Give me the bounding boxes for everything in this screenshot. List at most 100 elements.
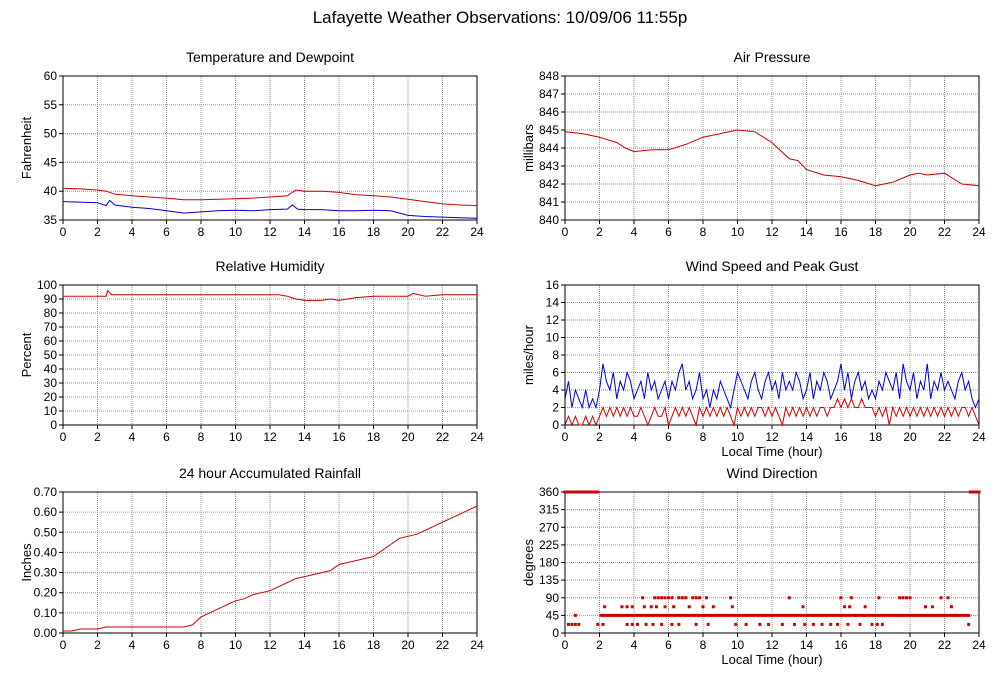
data-point bbox=[875, 622, 879, 626]
x-tick-label: 0 bbox=[60, 225, 67, 239]
data-point bbox=[901, 596, 905, 600]
y-tick-label: 4 bbox=[552, 383, 559, 397]
series-line-temp-0 bbox=[62, 187, 478, 207]
x-tick-label: 4 bbox=[631, 638, 638, 652]
y-tick-label: 20 bbox=[44, 390, 58, 404]
data-point bbox=[573, 622, 577, 626]
data-point bbox=[968, 490, 972, 494]
x-tick-label: 24 bbox=[972, 225, 986, 239]
y-tick-label: 10 bbox=[44, 404, 58, 418]
x-tick-label: 0 bbox=[562, 638, 569, 652]
x-tick-label: 10 bbox=[229, 638, 243, 652]
y-tick-label: 0.00 bbox=[34, 626, 58, 640]
x-tick-label: 16 bbox=[834, 430, 848, 444]
x-tick-label: 8 bbox=[700, 225, 707, 239]
x-tick-label: 2 bbox=[94, 430, 101, 444]
x-tick-label: 20 bbox=[401, 638, 415, 652]
x-tick-label: 14 bbox=[298, 430, 312, 444]
data-point bbox=[582, 490, 586, 494]
data-point bbox=[584, 490, 588, 494]
y-tick-label: 35 bbox=[44, 213, 58, 227]
x-tick-label: 0 bbox=[60, 430, 67, 444]
series-line-wind-1 bbox=[564, 397, 980, 427]
chart-temp: 0 2 4 6 8 10 12 14 16 18 20 22 24354045505560Tempera… bbox=[19, 49, 484, 239]
x-tick-label: 12 bbox=[765, 638, 779, 652]
data-point bbox=[711, 605, 715, 609]
x-tick-label: 8 bbox=[700, 638, 707, 652]
data-point bbox=[572, 490, 576, 494]
x-tick-label: 20 bbox=[903, 638, 917, 652]
x-tick-label: 22 bbox=[938, 638, 952, 652]
x-tick-label: 10 bbox=[229, 225, 243, 239]
data-point bbox=[594, 490, 598, 494]
x-tick-label: 14 bbox=[800, 430, 814, 444]
x-tick-label: 6 bbox=[163, 638, 170, 652]
y-tick-label: 90 bbox=[44, 292, 58, 306]
data-point bbox=[563, 490, 567, 494]
series-line-temp-1 bbox=[62, 199, 478, 219]
data-point bbox=[642, 605, 646, 609]
x-tick-label: 10 bbox=[731, 225, 745, 239]
x-tick-label: 20 bbox=[903, 430, 917, 444]
x-tick-label: 2 bbox=[94, 638, 101, 652]
data-point bbox=[589, 490, 593, 494]
data-point bbox=[877, 596, 881, 600]
x-tick-label: 18 bbox=[869, 638, 883, 652]
data-point bbox=[667, 596, 670, 600]
x-tick-label: 4 bbox=[129, 430, 136, 444]
data-point bbox=[565, 490, 569, 494]
data-point bbox=[767, 622, 771, 626]
x-tick-label: 2 bbox=[596, 225, 603, 239]
y-tick-label: 100 bbox=[37, 278, 57, 292]
data-point bbox=[660, 622, 664, 626]
data-point bbox=[573, 490, 577, 494]
x-tick-label: 2 bbox=[94, 225, 101, 239]
x-tick-label: 18 bbox=[367, 638, 381, 652]
data-point bbox=[972, 490, 976, 494]
data-point bbox=[644, 622, 648, 626]
data-point bbox=[653, 596, 657, 600]
x-tick-label: 0 bbox=[60, 638, 67, 652]
y-tick-label: 10 bbox=[546, 331, 560, 345]
y-tick-label: 844 bbox=[539, 141, 559, 155]
y-tick-label: 225 bbox=[539, 538, 559, 552]
x-tick-label: 12 bbox=[263, 225, 277, 239]
y-tick-label: 315 bbox=[539, 503, 559, 517]
x-tick-label: 4 bbox=[129, 225, 136, 239]
y-axis-label: millibars bbox=[521, 124, 536, 172]
data-point bbox=[573, 613, 577, 617]
x-tick-label: 22 bbox=[436, 430, 450, 444]
x-tick-label: 10 bbox=[731, 638, 745, 652]
y-tick-label: 842 bbox=[539, 177, 559, 191]
data-point bbox=[811, 622, 815, 626]
x-tick-label: 24 bbox=[470, 430, 484, 444]
x-tick-label: 22 bbox=[436, 638, 450, 652]
x-tick-label: 12 bbox=[263, 430, 277, 444]
data-point bbox=[839, 596, 843, 600]
y-tick-label: 16 bbox=[546, 278, 560, 292]
x-tick-label: 6 bbox=[163, 430, 170, 444]
x-tick-label: 14 bbox=[298, 638, 312, 652]
data-point bbox=[863, 605, 867, 609]
x-tick-label: 16 bbox=[332, 430, 346, 444]
x-tick-label: 4 bbox=[631, 225, 638, 239]
chart-title: Air Pressure bbox=[733, 49, 810, 65]
data-point bbox=[974, 490, 978, 494]
data-point bbox=[698, 596, 702, 600]
y-tick-label: 45 bbox=[44, 155, 58, 169]
y-tick-label: 0 bbox=[552, 626, 559, 640]
data-point bbox=[939, 596, 943, 600]
x-tick-label: 24 bbox=[470, 638, 484, 652]
x-tick-label: 16 bbox=[332, 638, 346, 652]
data-point bbox=[701, 605, 705, 609]
data-point bbox=[596, 490, 600, 494]
y-tick-label: 848 bbox=[539, 69, 559, 83]
y-axis-label: Fahrenheit bbox=[19, 117, 34, 180]
y-axis-label: Inches bbox=[19, 543, 34, 582]
series-line-pressure-0 bbox=[564, 129, 980, 187]
y-tick-label: 840 bbox=[539, 213, 559, 227]
x-tick-label: 4 bbox=[631, 430, 638, 444]
data-point bbox=[649, 605, 653, 609]
x-tick-label: 18 bbox=[367, 225, 381, 239]
data-point bbox=[577, 622, 581, 626]
